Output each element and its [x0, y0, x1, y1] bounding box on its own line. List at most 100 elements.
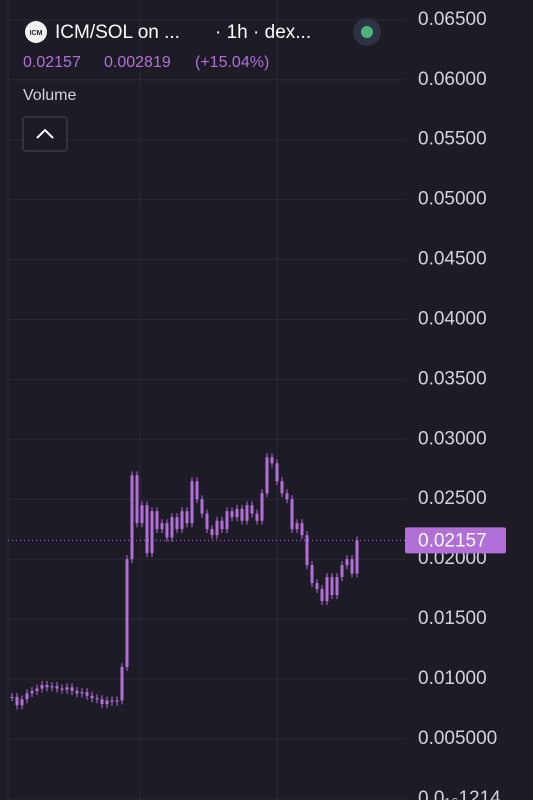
- candle: [95, 698, 99, 700]
- candle: [355, 540, 359, 574]
- candle: [60, 688, 64, 690]
- y-tick-label: 0.0₁₆1214: [418, 788, 501, 800]
- price: 0.02157: [23, 54, 81, 71]
- candle: [85, 692, 89, 696]
- candle: [155, 511, 159, 530]
- y-tick-label: 0.02500: [418, 488, 487, 509]
- candle: [260, 493, 264, 521]
- y-tick-label: 0.05000: [418, 189, 487, 210]
- candle: [250, 505, 254, 514]
- candle: [15, 696, 19, 706]
- candle: [105, 700, 109, 705]
- candle: [70, 687, 74, 691]
- candle: [150, 511, 154, 554]
- interval: · 1h · dex...: [215, 22, 311, 43]
- candle: [190, 481, 194, 524]
- symbol: ICM/SOL on ...: [55, 22, 180, 43]
- y-tick-label: 0.05500: [418, 129, 487, 150]
- candle: [100, 699, 104, 705]
- candle: [325, 577, 329, 602]
- y-tick-label: 0.04000: [418, 308, 487, 329]
- candle: [40, 684, 44, 689]
- plot: [8, 19, 405, 800]
- candle: [245, 505, 249, 521]
- y-tick-label: 0.02000: [418, 548, 487, 569]
- candle: [170, 517, 174, 538]
- candle: [145, 505, 149, 554]
- y-tick-label: 0.06000: [418, 69, 487, 90]
- candle: [140, 505, 144, 524]
- candle: [165, 523, 169, 538]
- candle: [20, 699, 24, 706]
- candle: [330, 577, 334, 596]
- candle: [305, 535, 309, 566]
- candle: [310, 565, 314, 584]
- candle: [350, 559, 354, 574]
- status-dot: [361, 26, 373, 38]
- candle: [345, 559, 349, 566]
- candle: [75, 690, 79, 694]
- y-tick-label: 0.01000: [418, 668, 487, 689]
- candle: [200, 499, 204, 514]
- candle: [280, 481, 284, 494]
- y-tick-label: 0.005000: [418, 728, 497, 749]
- candle: [295, 523, 299, 530]
- candle: [340, 565, 344, 578]
- candle: [335, 577, 339, 596]
- candle: [130, 475, 134, 560]
- candle: [275, 463, 279, 482]
- candle: [285, 493, 289, 500]
- candle: [80, 692, 84, 694]
- volume-label: Volume: [23, 87, 76, 104]
- candle: [125, 559, 129, 667]
- candle: [50, 686, 54, 688]
- candle: [225, 511, 229, 530]
- candle: [215, 520, 219, 536]
- y-tick-label: 0.04500: [418, 249, 487, 270]
- candle: [220, 520, 224, 530]
- candle: [240, 508, 244, 521]
- candle: [185, 511, 189, 524]
- candle: [110, 700, 114, 702]
- candle: [45, 684, 49, 688]
- last-price-box: [405, 527, 506, 554]
- candle: [290, 499, 294, 530]
- candle: [90, 695, 94, 699]
- last-price-label: 0.02157: [418, 530, 487, 551]
- y-tick-label: 0.03500: [418, 368, 487, 389]
- y-tick-label: 0.01500: [418, 608, 487, 629]
- candle: [195, 481, 199, 500]
- change-pct: (+15.04%): [195, 54, 269, 71]
- logo-text: ICM: [30, 30, 43, 37]
- candle: [270, 457, 274, 464]
- candle: [10, 696, 14, 698]
- candle: [55, 686, 59, 689]
- y-tick-label: 0.06500: [418, 9, 487, 30]
- candle: [175, 517, 179, 530]
- y-tick-label: 0.03000: [418, 428, 487, 449]
- candle: [320, 589, 324, 602]
- candle: [115, 700, 119, 702]
- candle: [30, 690, 34, 694]
- candle: [235, 508, 239, 518]
- candle: [315, 583, 319, 590]
- candle: [25, 693, 29, 700]
- candle: [35, 688, 39, 691]
- candle: [205, 513, 209, 530]
- logo: [25, 21, 47, 43]
- chevron-up: [36, 128, 54, 139]
- candle: [255, 513, 259, 521]
- candle: [265, 457, 269, 494]
- candle: [210, 529, 214, 536]
- candle: [300, 523, 304, 536]
- candle: [180, 511, 184, 530]
- candle: [160, 523, 164, 530]
- candle: [120, 666, 124, 701]
- candle: [230, 511, 234, 518]
- candle: [135, 475, 139, 524]
- candle: [65, 687, 69, 690]
- change: 0.002819: [104, 54, 171, 71]
- collapse-button[interactable]: [22, 116, 68, 152]
